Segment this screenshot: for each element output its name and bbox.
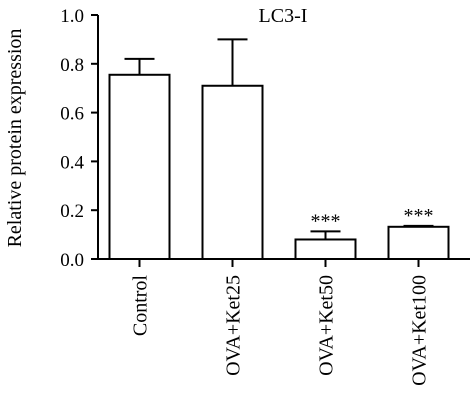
y-tick-label: 0.6	[60, 104, 84, 125]
bar	[387, 225, 450, 261]
y-tick-label: 0.0	[60, 250, 84, 271]
bar	[108, 73, 171, 260]
x-tick-label: OVA+Ket50	[316, 275, 338, 376]
y-axis-label: Relative protein expression	[4, 29, 26, 248]
x-tick-label: Control	[130, 275, 152, 337]
y-tick-label: 1.0	[60, 6, 84, 27]
significance-label: ***	[404, 205, 434, 227]
x-tick-label: OVA+Ket100	[409, 275, 431, 386]
bars-group: *** ***	[108, 38, 450, 261]
bar	[201, 84, 264, 261]
axes: 0.0 0.2 0.4 0.6 0.8 1.0 Control OVA+Ket25 OVA+Ke…	[60, 6, 470, 386]
y-tick-label: 0.4	[60, 152, 84, 173]
bar	[294, 238, 357, 260]
y-tick-label: 0.2	[60, 201, 84, 222]
x-tick-label: OVA+Ket25	[223, 275, 245, 376]
y-tick-label: 0.8	[60, 55, 84, 76]
chart-title: LC3-I	[259, 5, 308, 27]
significance-label: ***	[311, 210, 341, 232]
